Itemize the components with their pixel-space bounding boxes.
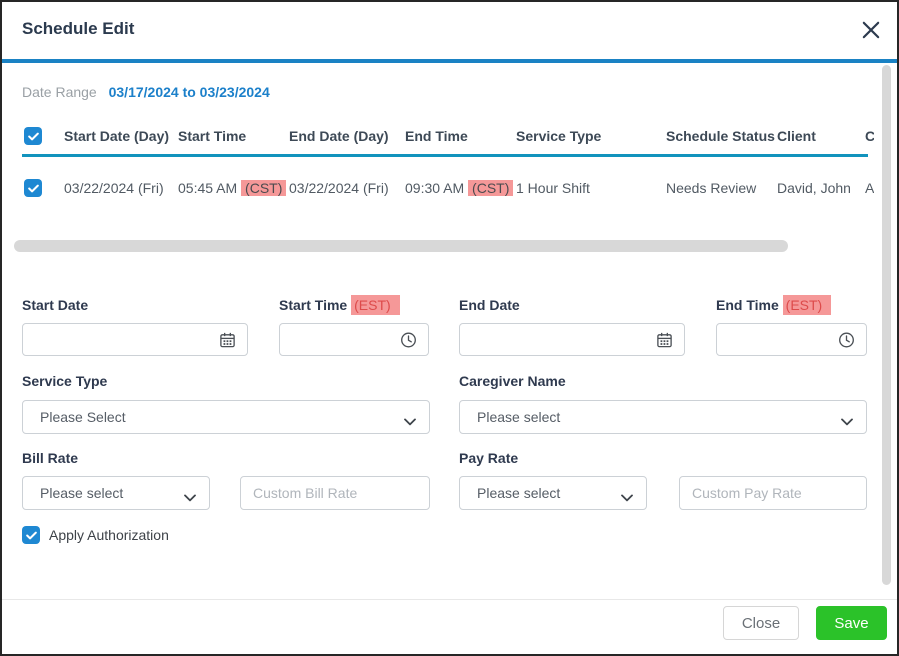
apply-authorization-checkbox[interactable]: [22, 526, 40, 544]
col-caregiver-clipped: C: [865, 128, 874, 144]
start-date-field: [22, 323, 248, 356]
pay-rate-label: Pay Rate: [459, 450, 519, 466]
start-time-label-text: Start Time: [279, 297, 348, 313]
cell-start-date: 03/22/2024 (Fri): [64, 180, 164, 196]
table-header-row: Start Date (Day) Start Time End Date (Da…: [22, 118, 874, 154]
end-date-label: End Date: [459, 297, 520, 313]
col-schedule-status: Schedule Status: [666, 128, 775, 144]
col-service-type: Service Type: [516, 128, 602, 144]
apply-authorization-row: Apply Authorization: [22, 526, 169, 544]
date-range: Date Range 03/17/2024 to 03/23/2024: [22, 84, 270, 100]
start-date-input[interactable]: [23, 324, 247, 355]
vertical-scrollbar[interactable]: [882, 65, 891, 585]
start-time-tz-highlight: (EST): [351, 295, 400, 315]
start-date-label: Start Date: [22, 297, 89, 313]
end-time-value: 09:30 AM: [405, 180, 465, 196]
service-type-selected-value: Please Select: [40, 409, 126, 425]
chevron-down-icon: [184, 489, 196, 502]
caregiver-name-select[interactable]: Please select: [459, 400, 867, 434]
table-header-underline: [22, 154, 868, 157]
start-time-field: [279, 323, 429, 356]
calendar-icon[interactable]: [219, 331, 236, 348]
chevron-down-icon: [621, 489, 633, 502]
date-range-value: 03/17/2024 to 03/23/2024: [108, 84, 270, 100]
cell-end-date: 03/22/2024 (Fri): [289, 180, 389, 196]
select-all-checkbox[interactable]: [24, 127, 42, 145]
date-range-label: Date Range: [22, 84, 97, 100]
header-checkbox-cell: [22, 127, 64, 145]
col-end-date: End Date (Day): [289, 128, 389, 144]
row-checkbox-cell: [22, 179, 64, 197]
caregiver-name-label: Caregiver Name: [459, 373, 566, 389]
start-time-label: Start Time (EST): [279, 295, 400, 315]
end-time-field: [716, 323, 867, 356]
service-type-select[interactable]: Please Select: [22, 400, 430, 434]
custom-bill-rate-field: [240, 476, 430, 510]
custom-pay-rate-input[interactable]: [680, 477, 866, 509]
apply-authorization-label: Apply Authorization: [49, 527, 169, 543]
end-time-label: End Time (EST): [716, 295, 832, 315]
bill-rate-selected-value: Please select: [40, 485, 124, 501]
clock-icon[interactable]: [838, 331, 855, 348]
chevron-down-icon: [841, 413, 853, 426]
col-client: Client: [777, 128, 816, 144]
cell-service-type: 1 Hour Shift: [516, 180, 590, 196]
page-title: Schedule Edit: [22, 19, 135, 38]
end-time-label-text: End Time: [716, 297, 779, 313]
bill-rate-label: Bill Rate: [22, 450, 79, 466]
cell-caregiver-clipped: A: [865, 180, 874, 196]
cell-start-time: 05:45 AM (CST): [178, 180, 289, 196]
calendar-icon[interactable]: [656, 331, 673, 348]
col-start-date: Start Date (Day): [64, 128, 170, 144]
end-time-tz-highlight: (EST): [782, 295, 832, 315]
save-button[interactable]: Save: [816, 606, 887, 640]
end-time-input[interactable]: [717, 324, 866, 355]
cell-end-time: 09:30 AM (CST): [405, 180, 516, 196]
col-end-time: End Time: [405, 128, 468, 144]
start-time-value: 05:45 AM: [178, 180, 238, 196]
start-timezone-highlight: (CST): [241, 180, 287, 196]
pay-rate-select[interactable]: Please select: [459, 476, 647, 510]
custom-pay-rate-field: [679, 476, 867, 510]
header-divider: [2, 59, 897, 63]
row-checkbox[interactable]: [24, 179, 42, 197]
col-start-time: Start Time: [178, 128, 247, 144]
clock-icon[interactable]: [400, 331, 417, 348]
bill-rate-select[interactable]: Please select: [22, 476, 210, 510]
horizontal-scrollbar[interactable]: [14, 240, 788, 252]
custom-bill-rate-input[interactable]: [241, 477, 429, 509]
cell-client: David, John: [777, 180, 851, 196]
end-date-input[interactable]: [460, 324, 684, 355]
table-row: 03/22/2024 (Fri) 05:45 AM (CST) 03/22/20…: [22, 170, 874, 206]
close-button[interactable]: Close: [723, 606, 799, 640]
end-timezone-highlight: (CST): [468, 180, 514, 196]
close-icon[interactable]: [860, 19, 882, 41]
caregiver-name-selected-value: Please select: [477, 409, 561, 425]
cell-schedule-status: Needs Review: [666, 180, 757, 196]
end-date-field: [459, 323, 685, 356]
schedule-table: Start Date (Day) Start Time End Date (Da…: [22, 118, 874, 214]
start-time-input[interactable]: [280, 324, 428, 355]
service-type-label: Service Type: [22, 373, 108, 389]
pay-rate-selected-value: Please select: [477, 485, 561, 501]
footer-divider: [2, 599, 897, 600]
chevron-down-icon: [404, 413, 416, 426]
